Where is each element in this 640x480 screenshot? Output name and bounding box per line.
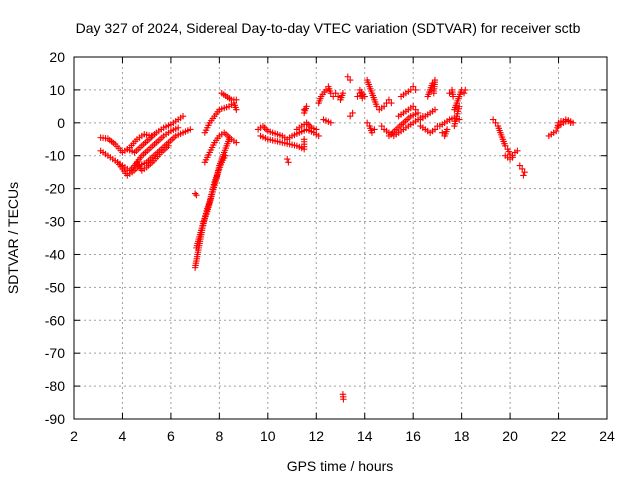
x-tick-label: 22 [551, 428, 567, 444]
y-tick-label: -60 [45, 312, 65, 328]
data-point [334, 93, 342, 100]
data-point [261, 124, 268, 131]
x-tick-label: 2 [70, 428, 78, 444]
plot-frame [73, 56, 608, 420]
y-tick-label: 0 [57, 115, 65, 131]
x-tick-label: 20 [502, 428, 518, 444]
data-point [346, 113, 354, 120]
data-points [97, 73, 577, 403]
x-tick-label: 8 [215, 428, 223, 444]
data-point [233, 106, 240, 113]
data-point [431, 126, 439, 133]
data-point [521, 168, 528, 176]
data-point [303, 103, 310, 110]
data-point [439, 129, 446, 136]
data-point [431, 106, 439, 113]
data-point [502, 142, 509, 150]
data-point [492, 119, 499, 127]
data-point [179, 113, 187, 120]
data-point [385, 96, 393, 103]
data-point [315, 132, 322, 140]
data-point [356, 86, 364, 94]
data-point [569, 119, 577, 127]
data-point [300, 106, 308, 113]
x-tick-label: 4 [119, 428, 127, 444]
data-point [430, 90, 437, 97]
data-point [378, 122, 385, 130]
data-point [284, 155, 291, 163]
data-point [409, 103, 417, 110]
data-point [285, 159, 292, 166]
axis-ticks: 2 4 6 8 10 12 14 16 18 20 22 2420100-10-20-30-40-50… [45, 49, 615, 444]
data-point [380, 103, 388, 110]
x-tick-label: 24 [599, 428, 615, 444]
data-point [346, 76, 354, 84]
data-point [509, 154, 516, 161]
data-point [456, 103, 463, 110]
data-point [456, 116, 463, 123]
chart-title: Day 327 of 2024, Sidereal Day-to-day VTE… [76, 20, 581, 36]
data-point [388, 99, 395, 107]
y-tick-label: -50 [45, 279, 65, 295]
y-axis-label: SDTVAR / TECUs [5, 182, 21, 294]
data-point [340, 396, 347, 403]
data-point [371, 126, 378, 133]
grid-lines [74, 57, 607, 419]
x-tick-label: 12 [308, 428, 324, 444]
data-point [322, 86, 330, 94]
data-point [339, 90, 347, 97]
x-tick-label: 10 [260, 428, 276, 444]
data-point [449, 93, 457, 100]
data-point [514, 147, 521, 154]
data-point [373, 103, 381, 110]
x-tick-label: 6 [167, 428, 175, 444]
data-point [300, 136, 308, 143]
y-tick-label: 10 [49, 82, 65, 98]
y-tick-label: -10 [45, 148, 65, 164]
y-tick-label: -30 [45, 214, 65, 230]
data-point [187, 126, 194, 133]
data-point [332, 90, 339, 97]
data-point [412, 86, 419, 94]
data-point [313, 126, 320, 133]
y-tick-label: -70 [45, 345, 65, 361]
data-point [516, 162, 523, 169]
x-tick-label: 14 [357, 428, 373, 444]
y-tick-label: -20 [45, 181, 65, 197]
data-point [304, 121, 312, 128]
data-point [233, 139, 240, 146]
data-point [222, 152, 229, 159]
x-axis-label: GPS time / hours [287, 458, 394, 474]
data-point [446, 90, 453, 97]
data-point [193, 192, 200, 199]
data-point [344, 73, 351, 80]
data-point [327, 119, 335, 127]
y-tick-label: -90 [45, 411, 65, 427]
data-point [462, 86, 469, 94]
data-point [233, 96, 240, 103]
y-tick-label: 20 [49, 49, 65, 65]
data-point [414, 109, 422, 117]
data-point [349, 109, 356, 117]
data-point [368, 129, 376, 136]
x-tick-label: 16 [405, 428, 421, 444]
data-point [519, 165, 526, 173]
data-point [165, 142, 172, 150]
y-tick-label: -40 [45, 246, 65, 262]
data-point [409, 83, 417, 90]
data-point [443, 126, 451, 133]
y-tick-label: -80 [45, 378, 65, 394]
data-point [552, 127, 560, 135]
data-point [354, 93, 361, 100]
x-tick-label: 18 [454, 428, 470, 444]
data-point [191, 190, 199, 197]
data-point [460, 90, 468, 97]
data-point [489, 116, 497, 123]
data-point [174, 124, 182, 131]
data-point [363, 119, 371, 127]
data-point [520, 172, 527, 179]
